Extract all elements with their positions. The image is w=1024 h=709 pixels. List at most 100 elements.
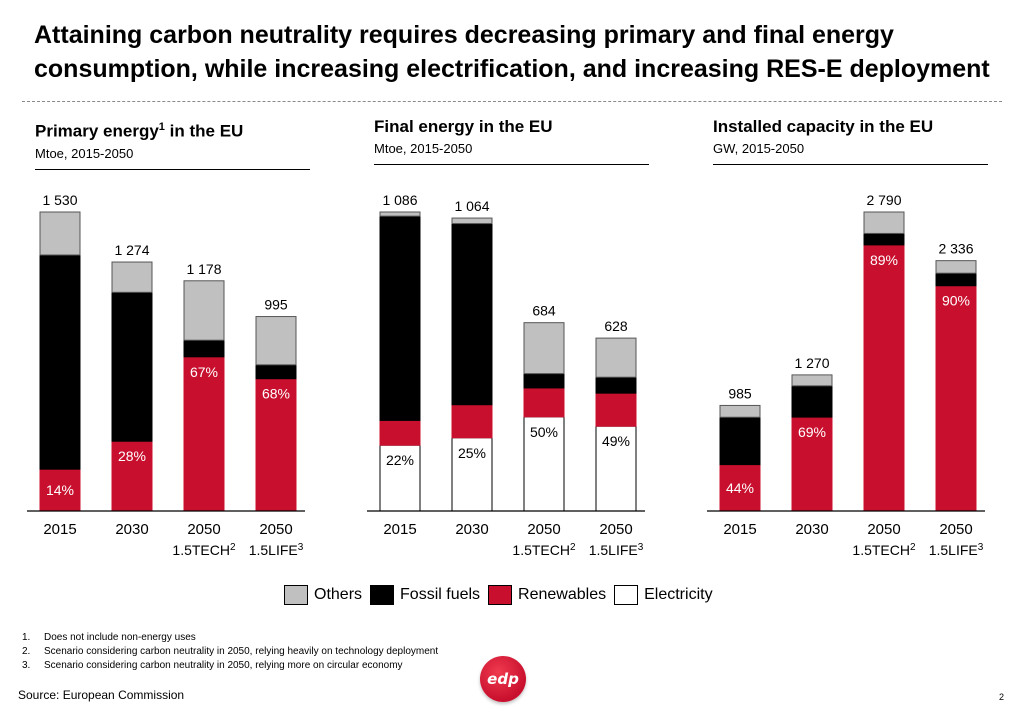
bar-segment-fossil bbox=[595, 376, 637, 394]
bar-segment-others bbox=[255, 316, 297, 366]
segment-share-label: 49% bbox=[602, 433, 630, 449]
bar-total-label: 628 bbox=[604, 318, 628, 334]
bar-segment-others bbox=[39, 211, 81, 256]
bar-segment-fossil bbox=[935, 272, 977, 287]
x-tick-sublabel: 1.5LIFE3 bbox=[249, 542, 304, 558]
x-tick-sublabel: 1.5TECH2 bbox=[512, 542, 576, 558]
segment-share-label: 28% bbox=[118, 448, 146, 464]
bar-segment-renewables bbox=[379, 419, 421, 446]
panel-title-suffix: in the EU bbox=[164, 121, 244, 141]
bar-total-label: 2 790 bbox=[866, 192, 901, 208]
panel-title-text: Primary energy bbox=[35, 121, 159, 141]
chart-primary-energy: 14% 1 530 2015 28% 1 274 2030 67% 1 178 2050 1.5T… bbox=[27, 192, 305, 558]
bar-segment-others bbox=[183, 280, 225, 341]
x-tick-label: 2030 bbox=[455, 521, 488, 538]
bar-segment-fossil bbox=[719, 416, 761, 466]
x-tick-label: 2050 bbox=[187, 521, 220, 538]
source-note: Source: European Commission bbox=[18, 688, 185, 702]
segment-share-label: 69% bbox=[798, 424, 826, 440]
bar-total-label: 995 bbox=[264, 297, 288, 313]
bar-total-label: 684 bbox=[532, 303, 556, 319]
page-title: Attaining carbon neutrality requires dec… bbox=[34, 21, 990, 83]
bar-segment-renewables bbox=[523, 387, 565, 418]
panel-header-installed-capacity: Installed capacity in the EU GW, 2015-20… bbox=[713, 116, 988, 165]
legend-label: Fossil fuels bbox=[400, 586, 481, 603]
segment-share-label: 50% bbox=[530, 424, 558, 440]
bar-segment-renewables bbox=[863, 244, 905, 512]
bar-segment-fossil bbox=[255, 364, 297, 380]
bar-segment-fossil bbox=[523, 373, 565, 389]
footnote-number: 1. bbox=[22, 632, 31, 643]
bar-total-label: 1 270 bbox=[794, 355, 829, 371]
bar-segment-others bbox=[935, 260, 977, 274]
x-tick-sublabel: 1.5TECH2 bbox=[852, 542, 916, 558]
panel-title: Installed capacity in the EU bbox=[713, 116, 988, 138]
segment-share-label: 67% bbox=[190, 364, 218, 380]
footnotes: 1. Does not include non-energy uses 2. S… bbox=[22, 631, 438, 673]
footnote-text: Does not include non-energy uses bbox=[44, 632, 196, 643]
legend-swatch-renewables bbox=[488, 585, 513, 605]
legend-item-others: Others bbox=[284, 585, 362, 605]
bar-segment-fossil bbox=[39, 254, 81, 470]
legend-swatch-electricity bbox=[614, 585, 639, 605]
x-tick-label: 2050 bbox=[599, 521, 632, 538]
bar-segment-renewables bbox=[255, 378, 297, 512]
panel-title: Final energy in the EU bbox=[374, 116, 649, 138]
bar-segment-renewables bbox=[183, 356, 225, 512]
footnote-text: Scenario considering carbon neutrality i… bbox=[44, 660, 403, 671]
chart-installed-capacity: 44% 985 2015 69% 1 270 2030 89% 2 790 2050 1.5TEC… bbox=[707, 192, 985, 558]
segment-share-label: 22% bbox=[386, 452, 414, 468]
bar-segment-others bbox=[451, 217, 493, 225]
page-number: 2 bbox=[998, 692, 1004, 702]
x-tick-sublabel: 1.5LIFE3 bbox=[589, 542, 644, 558]
x-tick-sublabel: 1.5TECH2 bbox=[172, 542, 236, 558]
panel-title-sup: 1 bbox=[158, 121, 165, 133]
x-tick-label: 2050 bbox=[259, 521, 292, 538]
logo-text: edp bbox=[487, 670, 519, 688]
bar-total-label: 985 bbox=[728, 385, 752, 401]
bar-segment-fossil bbox=[111, 291, 153, 442]
bar-total-label: 1 178 bbox=[186, 261, 221, 277]
bar-total-label: 2 336 bbox=[938, 241, 973, 257]
legend-label: Renewables bbox=[518, 586, 607, 603]
x-tick-label: 2030 bbox=[795, 521, 828, 538]
panel-header-primary-energy: Primary energy1 in the EU Mtoe, 2015-205… bbox=[35, 116, 310, 170]
bar-segment-electricity bbox=[379, 444, 421, 512]
legend-label: Electricity bbox=[644, 586, 713, 603]
bar-segment-renewables bbox=[111, 440, 153, 512]
legend: Others Fossil fuels Renewables Electrici… bbox=[284, 585, 721, 605]
legend-item-electricity: Electricity bbox=[614, 585, 713, 605]
segment-share-label: 25% bbox=[458, 445, 486, 461]
bar-segment-others bbox=[719, 404, 761, 418]
bar-total-label: 1 274 bbox=[114, 242, 149, 258]
bar-segment-others bbox=[111, 261, 153, 293]
panel-subtitle: GW, 2015-2050 bbox=[713, 141, 805, 156]
panel-header-final-energy: Final energy in the EU Mtoe, 2015-2050 bbox=[374, 116, 649, 165]
panel-subtitle: Mtoe, 2015-2050 bbox=[374, 141, 473, 156]
bar-segment-renewables bbox=[935, 285, 977, 512]
bar-segment-fossil bbox=[183, 339, 225, 358]
segment-share-label: 68% bbox=[262, 386, 290, 402]
legend-label: Others bbox=[314, 586, 363, 603]
legend-item-renewables: Renewables bbox=[488, 585, 606, 605]
footnote-number: 2. bbox=[22, 646, 31, 657]
chart-final-energy: 22% 1 086 2015 25% 1 064 2030 50% 684 2050 1.5TEC… bbox=[367, 192, 645, 558]
bar-segment-renewables bbox=[451, 404, 493, 439]
x-tick-label: 2050 bbox=[867, 521, 900, 538]
legend-swatch-others bbox=[284, 585, 308, 605]
edp-logo: edp bbox=[480, 656, 526, 702]
bar-segment-fossil bbox=[379, 215, 421, 421]
bar-segment-fossil bbox=[451, 223, 493, 406]
footnote-number: 3. bbox=[22, 660, 31, 671]
x-tick-sublabel: 1.5LIFE3 bbox=[929, 542, 984, 558]
bar-segment-others bbox=[523, 322, 565, 375]
panel-title-text: Final energy in the EU bbox=[374, 117, 553, 136]
x-tick-label: 2015 bbox=[723, 521, 756, 538]
x-tick-label: 2050 bbox=[527, 521, 560, 538]
footnote: 3. Scenario considering carbon neutralit… bbox=[22, 659, 438, 673]
bar-segment-others bbox=[791, 374, 833, 387]
bar-segment-electricity bbox=[595, 425, 637, 512]
x-tick-label: 2015 bbox=[43, 521, 76, 538]
footnote-text: Scenario considering carbon neutrality i… bbox=[44, 646, 439, 657]
bar-segment-renewables bbox=[595, 392, 637, 427]
